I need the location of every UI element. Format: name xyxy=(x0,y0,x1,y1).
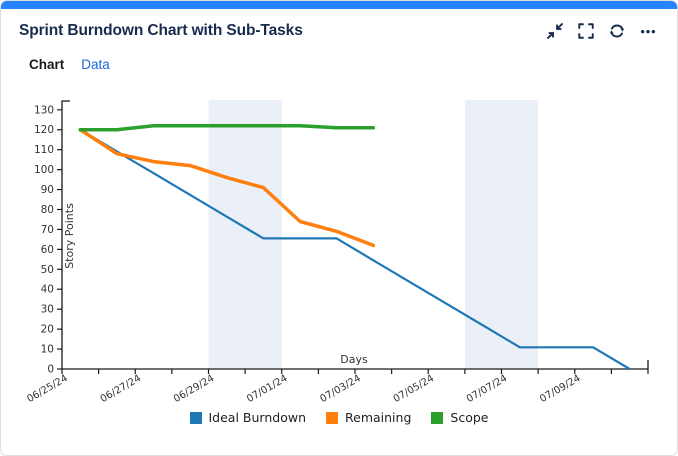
y-tick-label: 130 xyxy=(34,104,54,116)
chart-legend: Ideal Burndown Remaining Scope xyxy=(1,410,677,425)
series-line-ideal-burndown xyxy=(79,128,631,371)
y-tick-label: 20 xyxy=(41,324,54,336)
collapse-icon[interactable] xyxy=(546,22,564,40)
series-line-scope xyxy=(78,124,376,132)
legend-label: Remaining xyxy=(345,410,412,425)
legend-item-ideal-burndown: Ideal Burndown xyxy=(189,410,307,425)
series-line-remaining xyxy=(78,127,376,248)
tab-data[interactable]: Data xyxy=(81,57,110,72)
y-tick-label: 90 xyxy=(41,184,54,196)
y-tick-label: 70 xyxy=(41,224,54,236)
axes xyxy=(61,100,649,370)
view-tabs: Chart Data xyxy=(29,57,677,72)
fullscreen-icon[interactable] xyxy=(577,22,595,40)
legend-label: Ideal Burndown xyxy=(208,410,307,425)
y-tick-label: 60 xyxy=(41,244,54,256)
y-tick-label: 50 xyxy=(41,264,54,276)
x-tick-label: 07/05/24 xyxy=(392,373,436,405)
y-tick-label: 100 xyxy=(34,164,54,176)
y-axis-title: Story Points xyxy=(63,203,76,269)
legend-swatch xyxy=(431,411,444,424)
x-tick-label: 06/25/24 xyxy=(25,373,69,405)
tab-chart[interactable]: Chart xyxy=(29,57,65,72)
x-tick-label: 07/01/24 xyxy=(245,373,289,405)
y-tick-label: 80 xyxy=(41,204,54,216)
y-tick-label: 30 xyxy=(41,304,54,316)
y-tick-label: 10 xyxy=(41,344,54,356)
weekend-band xyxy=(464,100,539,369)
more-icon[interactable] xyxy=(639,22,657,40)
x-tick-label: 07/03/24 xyxy=(318,373,362,405)
refresh-icon[interactable] xyxy=(608,22,626,40)
page-title: Sprint Burndown Chart with Sub-Tasks xyxy=(19,22,303,39)
legend-swatch xyxy=(326,411,338,424)
card-accent-strip xyxy=(1,1,677,9)
x-tick-label: 06/29/24 xyxy=(172,373,216,405)
y-tick-label: 0 xyxy=(47,364,54,376)
burndown-chart: 0 10 20 30 40 50 60 70 80 90 100 110 120 130 06/25/24 0… xyxy=(25,100,649,405)
legend-item-remaining: Remaining xyxy=(326,410,411,425)
x-tick-label: 07/07/24 xyxy=(465,373,509,405)
x-tick-label: 07/09/24 xyxy=(538,373,582,405)
weekend-band xyxy=(208,100,282,369)
legend-label: Scope xyxy=(450,410,489,425)
y-tick-label: 120 xyxy=(34,124,54,136)
y-tick-label: 110 xyxy=(34,144,54,156)
x-tick-label: 06/27/24 xyxy=(99,373,143,405)
legend-item-scope: Scope xyxy=(431,410,488,425)
x-axis-title: Days xyxy=(340,353,368,366)
legend-swatch xyxy=(189,411,202,424)
y-tick-label: 40 xyxy=(41,284,54,296)
